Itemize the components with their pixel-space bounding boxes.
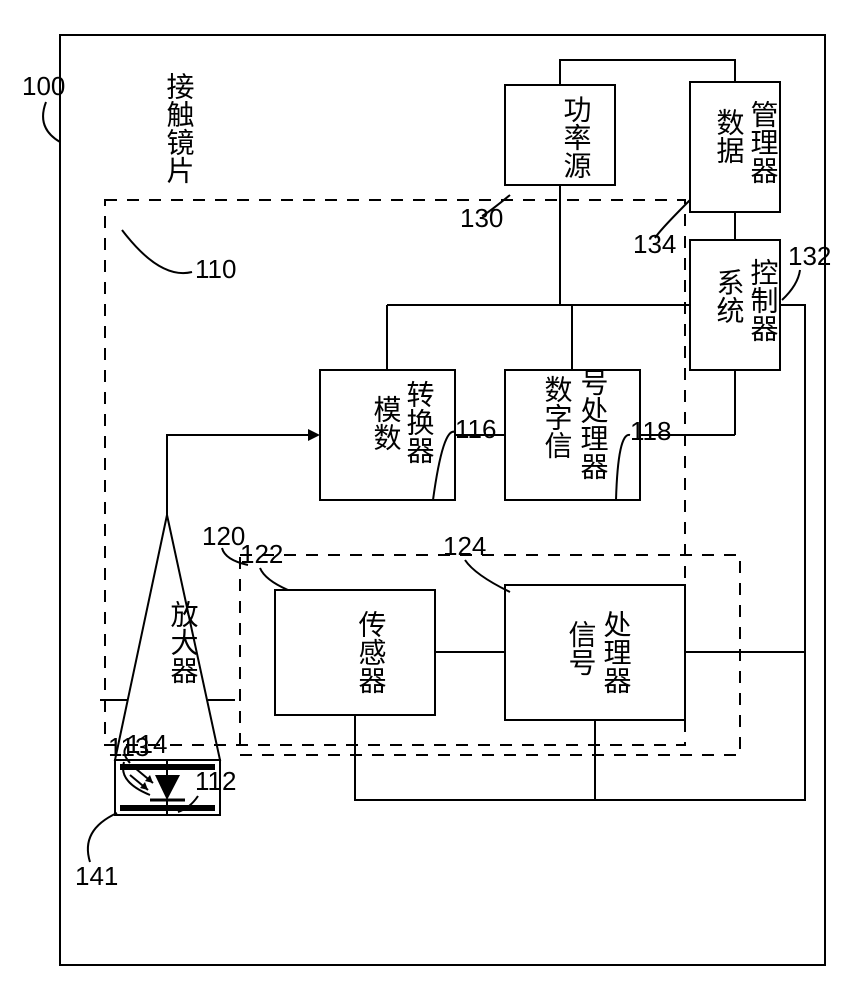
- ref130: 130: [460, 203, 503, 233]
- adc-label-2: 转换器: [403, 380, 435, 464]
- outer-label: 接触镜片: [163, 72, 195, 184]
- power-label: 功率源: [560, 95, 591, 179]
- amp2-label: 放大器: [167, 600, 199, 684]
- ref132-lead: [782, 270, 800, 300]
- datamgr-l2: 管理器: [747, 100, 779, 184]
- w-amp-adc-arrow: [308, 429, 320, 441]
- ref124: 124: [443, 531, 486, 561]
- ref134: 134: [633, 229, 676, 259]
- w-amp-adc: [167, 435, 312, 515]
- ref100: 100: [22, 71, 65, 101]
- sigproc-l1: 信号: [565, 620, 597, 676]
- sysctrl-l2: 控制器: [747, 258, 779, 342]
- ref124-lead: [465, 560, 510, 592]
- ref141: 141: [75, 861, 118, 891]
- ref116: 116: [455, 414, 496, 444]
- ref118-lead: [616, 435, 630, 500]
- sensor-label: 传感器: [355, 610, 387, 694]
- dsp-label-1: 数字信: [541, 375, 573, 459]
- diode-tri: [155, 775, 180, 800]
- sysctrl-l1: 系统: [713, 268, 745, 324]
- ref110: 110: [195, 254, 236, 284]
- ref110-lead: [122, 230, 192, 273]
- ref100-lead: [43, 102, 60, 142]
- ref122-lead: [260, 568, 288, 590]
- adc-label-1: 模数: [370, 395, 402, 451]
- ref122: 122: [240, 539, 283, 569]
- datamgr-l1: 数据: [713, 108, 745, 164]
- dsp-label-2: 号处理器: [577, 368, 609, 480]
- ref120: 120: [202, 521, 245, 551]
- ref116-lead: [433, 432, 455, 500]
- ref141-lead: [88, 813, 117, 862]
- ref132: 132: [788, 241, 831, 271]
- w-sc-sp: [685, 305, 805, 652]
- ref112: 112: [195, 766, 236, 796]
- ref114b: 114: [126, 729, 167, 759]
- dsp-box: [505, 370, 640, 500]
- diagram-canvas: 接触镜片 100 110 141 113 112 放大器 114 模数 转换器 …: [0, 0, 854, 1000]
- ref118: 118: [630, 416, 671, 446]
- sigproc-l2: 处理器: [600, 610, 632, 694]
